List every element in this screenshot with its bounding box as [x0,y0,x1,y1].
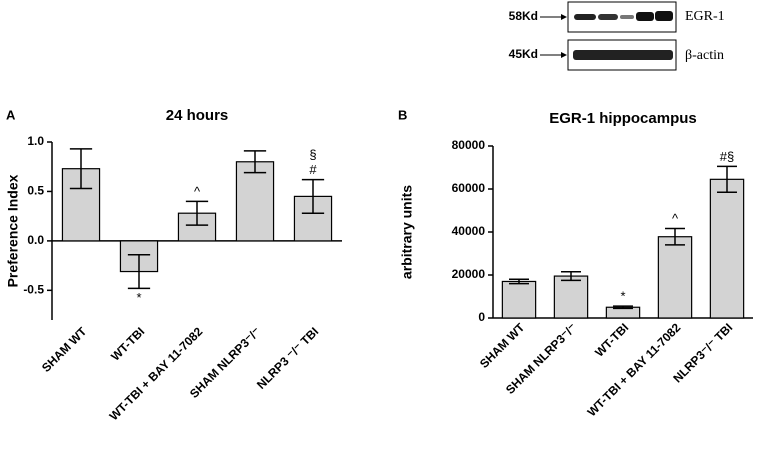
error-bar [509,278,529,285]
chart-title: 24 hours [166,107,229,124]
significance-mark: * [620,289,625,304]
significance-mark: * [136,290,141,305]
error-bar [301,178,325,214]
bar [553,275,589,319]
significance-mark: # [309,162,317,177]
band-size: 58Kd [509,9,538,23]
blot-band [573,50,673,60]
chart-title: EGR-1 hippocampus [549,110,697,127]
band-size: 45Kd [509,47,538,61]
error-bar [185,200,209,226]
panel-label: A [6,107,16,122]
y-tick-label: -0.5 [23,283,44,297]
panel-label: B [398,107,407,122]
protein-label: β-actin [685,48,724,63]
y-tick-label: 0 [478,310,485,324]
y-tick-label: 20000 [452,267,486,281]
significance-mark: ^ [194,184,201,199]
blot-band [620,15,634,19]
blot-band [574,14,596,20]
arrow-head [561,14,567,20]
western-blot: 58Kd 45Kd EGR-1 β-actin [509,1,725,71]
y-tick-label: 60000 [452,181,486,195]
error-bar [127,253,151,290]
significance-mark: #§ [720,149,734,164]
arrow-head [561,52,567,58]
blot-band [598,14,618,20]
x-tick-label: SHAM WT [39,324,90,375]
significance-mark: ^ [672,211,679,226]
blot-band [636,12,654,21]
x-tick-label: WT-TBI + BAY 11-7082 [585,320,684,419]
x-tick-label: SHAM WT [477,320,528,371]
bar [709,178,745,319]
significance-mark: § [309,147,316,162]
x-tick-label: NLRP3 ⁻/⁻ TBI [254,324,321,391]
error-bar [69,148,93,190]
bar [235,161,275,242]
y-axis-label: arbitrary units [399,185,415,279]
y-axis-label: Preference Index [5,174,21,287]
x-tick-label: WT-TBI + BAY 11-7082 [107,324,206,423]
x-tick-label: WT-TBI [108,324,147,363]
blot-band [655,11,673,21]
x-tick-label: WT-TBI [592,320,631,359]
bar [657,236,693,319]
error-bar [665,227,685,246]
error-bar [717,165,737,193]
y-tick-label: 80000 [452,138,486,152]
y-tick-label: 1.0 [27,134,44,148]
y-tick-label: 0.0 [27,233,44,247]
error-bar [243,150,267,174]
error-bar [613,305,633,310]
protein-label: EGR-1 [685,9,725,24]
bar [501,280,537,319]
y-tick-label: 40000 [452,224,486,238]
error-bar [561,271,581,282]
y-tick-label: 0.5 [27,184,44,198]
